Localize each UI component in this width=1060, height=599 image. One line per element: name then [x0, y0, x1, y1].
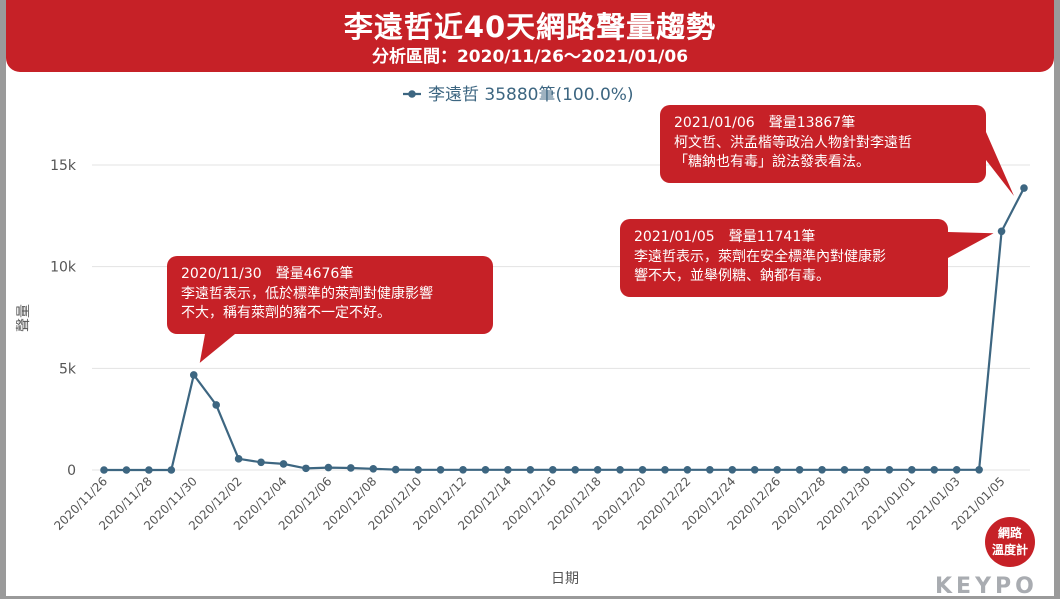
callout-text: 「糖鈉也有毒」說法發表看法。 [674, 153, 870, 170]
brand-badge-line2: 溫度計 [991, 543, 1028, 557]
y-tick-label: 5k [59, 361, 77, 377]
callout-tail [199, 334, 235, 363]
callout-text: 李遠哲表示，低於標準的萊劑對健康影響 [181, 285, 433, 302]
data-point [234, 455, 243, 463]
data-point [145, 466, 153, 474]
data-point [997, 227, 1006, 236]
data-point [481, 465, 490, 474]
y-axis-label: 聲量 [15, 304, 32, 332]
callout-text: 響不大，並舉例糖、鈉都有毒。 [634, 267, 830, 284]
data-point [257, 458, 265, 467]
data-point [863, 465, 871, 474]
data-point [571, 465, 580, 474]
header-banner: 李遠哲近40天網路聲量趨勢 分析區間：2020/11/26～2021/01/06 [6, 0, 1054, 72]
callout-text: 柯文哲、洪孟楷等政治人物針對李遠哲 [674, 134, 912, 151]
data-point [100, 466, 108, 474]
data-point [436, 465, 445, 474]
data-point [952, 465, 961, 474]
data-point [122, 466, 131, 474]
data-point [459, 465, 467, 474]
data-point [773, 465, 781, 474]
data-point [279, 460, 288, 468]
callout-text: 不大，稱有萊劑的豬不一定不好。 [181, 304, 391, 321]
data-point [706, 465, 714, 474]
data-point [616, 465, 624, 474]
callout-text: 李遠哲表示，萊劑在安全標準內對健康影 [634, 248, 886, 265]
data-point [750, 465, 759, 474]
data-point [683, 465, 692, 474]
callout-box [660, 105, 986, 183]
y-tick-label: 15k [50, 158, 77, 174]
callout-header: 2021/01/06 聲量13867筆 [674, 114, 855, 131]
data-point [347, 464, 355, 472]
callout-header: 2020/11/30 聲量4676筆 [181, 265, 353, 282]
page-subtitle: 分析區間：2020/11/26～2021/01/06 [371, 47, 689, 67]
brand-badge: 網路 溫度計 [985, 517, 1035, 567]
data-point [818, 465, 826, 474]
data-point [930, 465, 939, 474]
callout-tail [986, 132, 1014, 197]
data-point [593, 465, 602, 474]
data-point [638, 465, 647, 474]
data-point [795, 465, 804, 474]
data-point [661, 465, 669, 474]
callout-tail [948, 232, 994, 258]
legend-marker [408, 90, 416, 98]
callout-box [167, 256, 493, 334]
data-point [728, 465, 737, 474]
legend-label: 李遠哲 35880筆(100.0%) [428, 85, 634, 105]
data-point [167, 466, 176, 474]
data-point [885, 465, 894, 474]
data-point [324, 463, 333, 472]
data-point [840, 465, 849, 474]
data-point [302, 464, 310, 473]
data-point [1020, 184, 1028, 192]
data-point [414, 465, 422, 474]
x-axis-label: 日期 [551, 571, 579, 587]
data-point [908, 465, 916, 474]
data-point [526, 465, 535, 474]
callout-header: 2021/01/05 聲量11741筆 [634, 228, 815, 245]
data-point [504, 465, 512, 474]
callout-box [620, 219, 948, 297]
data-point [548, 465, 557, 474]
page-title: 李遠哲近40天網路聲量趨勢 [343, 10, 717, 44]
data-point [212, 401, 220, 409]
y-tick-label: 0 [67, 463, 76, 479]
brand-badge-line1: 網路 [997, 526, 1022, 540]
data-point [975, 465, 983, 474]
y-tick-label: 10k [50, 260, 77, 276]
brand-logo: KEYPO [935, 574, 1038, 599]
data-point [369, 464, 378, 473]
data-point [391, 465, 400, 474]
data-point [189, 371, 198, 379]
